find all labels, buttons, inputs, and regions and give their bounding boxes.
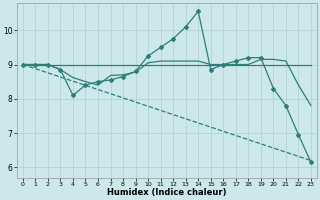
X-axis label: Humidex (Indice chaleur): Humidex (Indice chaleur) bbox=[107, 188, 227, 197]
